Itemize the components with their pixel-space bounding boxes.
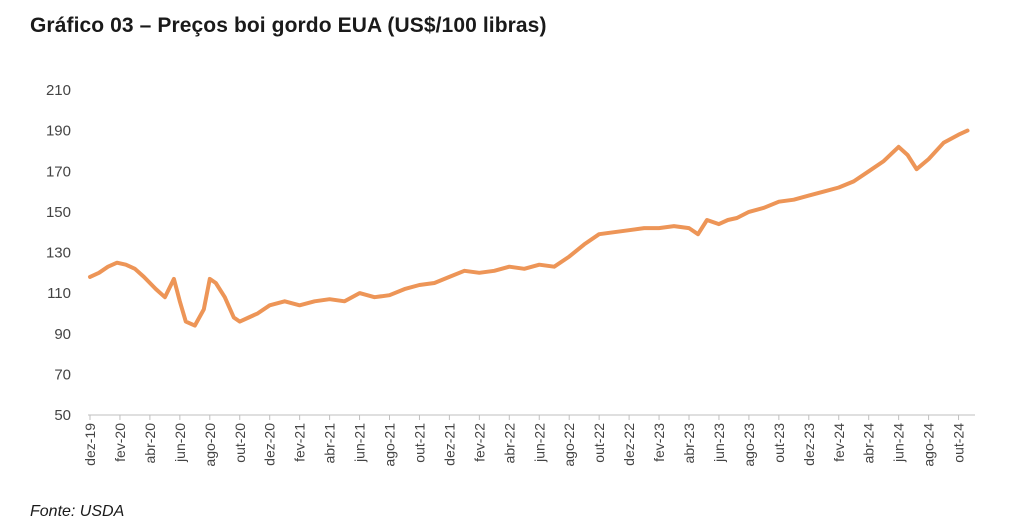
x-axis: dez-19 fev-20 abr-20 jun-20 ago-20 out-20 dez-… — [82, 415, 967, 467]
y-tick-label: 50 — [54, 407, 71, 424]
y-axis: 50 70 90 110 130 150 170 190 210 — [46, 82, 71, 424]
x-tick-label: jun-22 — [531, 423, 547, 463]
y-tick-label: 150 — [46, 204, 71, 221]
x-tick-label: out-23 — [771, 423, 787, 463]
x-tick-label: fev-23 — [651, 423, 667, 462]
x-tick-label: ago-22 — [561, 423, 577, 467]
y-tick-label: 210 — [46, 82, 71, 99]
x-tick-label: ago-20 — [202, 423, 218, 467]
x-tick-label: dez-20 — [262, 423, 278, 466]
chart-title: Gráfico 03 – Preços boi gordo EUA (US$/1… — [30, 14, 547, 37]
x-tick-label: fev-22 — [471, 423, 487, 462]
y-tick-label: 130 — [46, 245, 71, 262]
y-tick-label: 190 — [46, 123, 71, 140]
x-tick-label: abr-21 — [322, 423, 338, 464]
y-tick-label: 110 — [47, 285, 71, 302]
x-tick-label: jun-24 — [891, 423, 907, 463]
x-tick-label: jun-21 — [352, 423, 368, 463]
x-tick-label: out-20 — [232, 423, 248, 463]
x-tick-label: fev-24 — [831, 423, 847, 462]
series-line — [88, 128, 970, 328]
x-tick-label: dez-22 — [621, 423, 637, 466]
x-tick-label: dez-19 — [82, 423, 98, 466]
x-tick-label: fev-21 — [292, 423, 308, 462]
x-tick-label: out-21 — [411, 423, 427, 463]
x-tick-label: ago-23 — [741, 423, 757, 467]
x-tick-label: abr-20 — [142, 423, 158, 464]
x-tick-label: abr-24 — [861, 423, 877, 464]
x-tick-label: jun-20 — [172, 423, 188, 463]
x-tick-label: fev-20 — [112, 423, 128, 462]
x-tick-label: dez-23 — [801, 423, 817, 466]
x-tick-label: dez-21 — [441, 423, 457, 466]
x-tick-label: jun-23 — [711, 423, 727, 463]
x-tick-label: out-22 — [591, 423, 607, 463]
x-tick-label: abr-23 — [681, 423, 697, 464]
x-tick-label: ago-21 — [382, 423, 398, 467]
y-tick-label: 70 — [54, 366, 71, 383]
y-tick-label: 90 — [54, 326, 71, 343]
x-tick-label: out-24 — [951, 423, 967, 463]
x-tick-label: abr-22 — [501, 423, 517, 464]
source-note: Fonte: USDA — [30, 503, 125, 520]
y-tick-label: 170 — [46, 163, 71, 180]
x-tick-label: ago-24 — [921, 423, 937, 467]
